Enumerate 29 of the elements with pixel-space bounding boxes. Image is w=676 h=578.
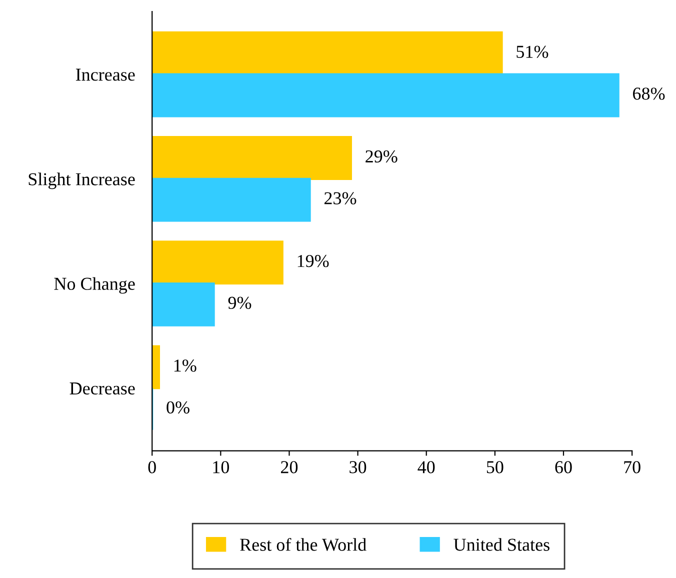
- x-tick-label: 40: [418, 461, 435, 474]
- data-label: 29%: [366, 150, 398, 163]
- data-label: 19%: [298, 254, 329, 268]
- data-label: 1%: [174, 360, 196, 372]
- bar: [152, 345, 160, 390]
- x-tick-label: 70: [624, 461, 640, 474]
- data-label: 9%: [228, 296, 252, 309]
- legend-label: United States: [454, 538, 550, 551]
- bar: [152, 282, 215, 326]
- data-label: 23%: [324, 192, 356, 204]
- y-tick-label: Slight Increase: [28, 172, 135, 190]
- data-label: 51%: [516, 46, 548, 58]
- x-tick-label: 0: [148, 461, 156, 474]
- x-tick-label: 10: [213, 461, 230, 474]
- legend-label: Rest of the World: [240, 538, 366, 551]
- x-tick-label: 60: [555, 461, 572, 474]
- bar: [152, 240, 284, 285]
- bar: [152, 178, 311, 222]
- x-tick-label: 20: [280, 461, 298, 474]
- x-tick-label: 50: [486, 461, 504, 474]
- y-tick-label: Increase: [76, 68, 135, 81]
- data-label: 68%: [633, 88, 665, 100]
- bar: [152, 73, 620, 118]
- y-tick-label: Decrease: [70, 382, 135, 395]
- bar: [152, 31, 503, 76]
- bar: [152, 136, 352, 180]
- y-tick-label: No Change: [54, 277, 135, 294]
- data-label: 0%: [166, 401, 190, 414]
- x-tick-label: 30: [350, 461, 366, 474]
